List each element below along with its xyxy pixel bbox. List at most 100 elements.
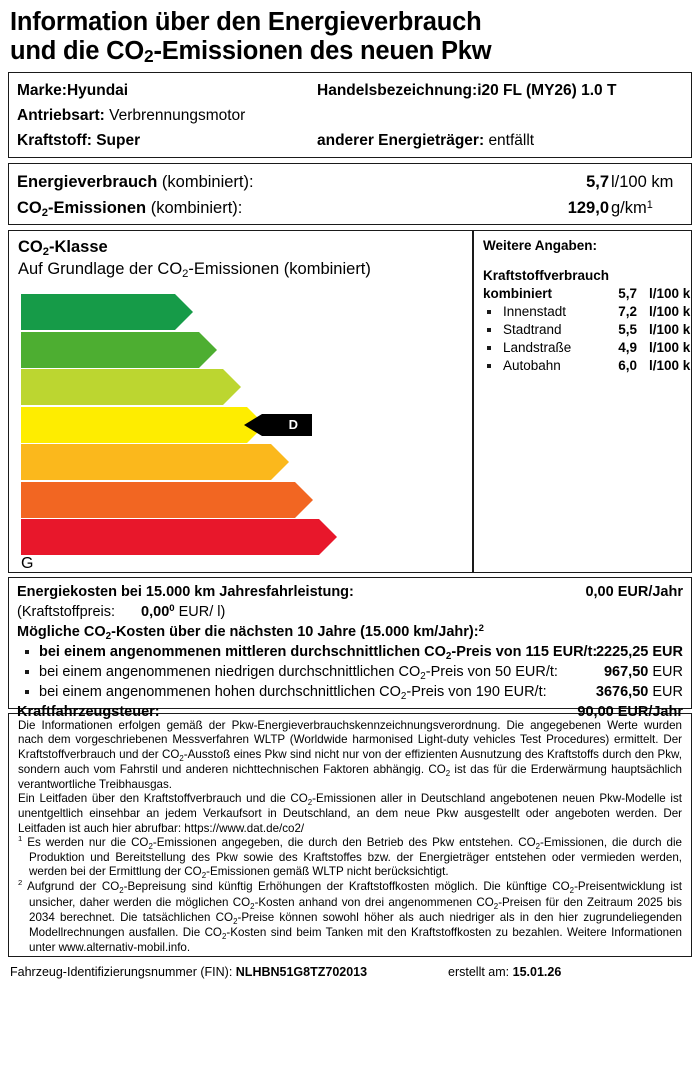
co2-cost-amount: 2225,25 EUR [595,644,683,661]
bullet-icon [487,363,491,368]
co2-unit-footnote: 1 [646,199,653,212]
fuel-price-row: (Kraftstoffpreis: 0,000 EUR/ l) [17,602,683,622]
bullet-icon [487,345,491,350]
bar-shape-f [21,481,313,518]
fuel-row-unit: l/100 km [649,303,691,319]
drive-cell: Antriebsart: Verbrennungsmotor [17,103,317,128]
created-cell: erstellt am: 15.01.26 [448,964,561,980]
co2-emissions-unit: g/km1 [611,199,653,218]
co2-cost-rows: bei einem angenommenen mittleren durchsc… [17,642,683,702]
further-info-panel: Weitere Angaben: Kraftstoffverbrauch kom… [474,231,691,572]
co2-costs-heading-subscript: 2 [105,631,112,643]
costs-box: Energiekosten bei 15.000 km Jahresfahrle… [8,577,692,720]
bullet-icon [487,309,491,314]
fuel-label: Kraftstoff: [17,132,92,150]
fuel-consumption-rows: kombiniert 5,7 l/100 km Innenstadt 7,2 l/100 … [483,285,691,375]
fuel-row-label: Autobahn [503,357,561,373]
energy-class-bar-e: E [21,444,289,497]
co2-class-heading: CO2-Klasse [18,238,108,259]
fuel-consumption-row: Autobahn 6,0 l/100 km [483,357,691,375]
fuel-row-label: Landstraße [503,339,572,355]
bullet-icon [487,327,491,332]
drive-label: Antriebsart: [17,107,105,125]
co2-cost-row: bei einem angenommenen niedrigen durchsc… [17,662,683,682]
other-energy-value: entfällt [488,132,535,150]
energy-cost-row: Energiekosten bei 15.000 km Jahresfahrle… [17,582,683,602]
energy-consumption-value: 5,7 [586,173,609,192]
bullet-icon [25,690,29,695]
bar-shape-a [21,294,193,331]
energy-class-bar-b: B [21,331,271,385]
fuel-row-value: 7,2 [618,303,637,319]
brand-value: Hyundai [66,82,129,100]
selected-class-marker: D [244,413,312,436]
created-value: 15.01.26 [512,965,562,980]
title-co2-subscript: 2 [144,45,154,66]
other-energy-cell: anderer Energieträger: entfällt [317,128,534,153]
vehicle-row-fuel: Kraftstoff: Super anderer Energieträger: … [17,128,683,153]
legal-footnote-1: 1 Es werden nur die CO2-Emissionen angeg… [18,833,683,881]
legal-paragraph-2: Ein Leitfaden über den Kraftstoffverbrau… [18,792,682,835]
fuel-row-unit: l/100 km [649,357,691,373]
energy-class-bars: ABCDEFG [21,294,337,572]
fuel-price-unit: EUR/ l) [178,604,226,621]
marker-label: D [288,416,298,432]
co2-cost-amount: 3676,50 EUR [595,684,683,701]
energy-cost-value: 0,00 EUR/Jahr [585,584,683,601]
bullet-icon [25,650,29,655]
fuel-consumption-heading: Kraftstoffverbrauch [483,268,610,284]
co2-class-subheading-subscript: 2 [182,267,189,280]
document-footer: Fahrzeug-Identifizierungsnummer (FIN): N… [8,964,692,982]
energy-class-bar-d: D [21,406,271,460]
energy-consumption-unit: l/100 km [611,173,674,192]
energy-consumption-label-suffix: (kombiniert): [157,173,254,192]
bar-shape-d [21,406,265,443]
co2-cost-text: bei einem angenommenen niedrigen durchsc… [39,664,558,683]
fuel-row-value: 6,0 [618,357,637,373]
fuel-consumption-row: Stadtrand 5,5 l/100 km [483,321,691,339]
bar-letter-g: G [21,555,34,573]
fuel-consumption-row: Landstraße 4,9 l/100 km [483,339,691,357]
fin-value: NLHBN51G8TZ702013 [235,965,368,980]
fuel-row-value: 5,5 [618,321,637,337]
model-label: Handelsbezeichnung: [317,82,478,100]
fuel-price-superscript: 0 [169,603,175,615]
fuel-price-value: 0,000 [141,603,175,621]
co2-subscript: 2 [41,207,48,220]
panel-divider [472,231,474,573]
energy-cost-label: Energiekosten bei 15.000 km Jahresfahrle… [17,584,354,601]
co2-costs-heading: Mögliche CO2-Kosten über die nächsten 10… [17,623,484,643]
model-cell: Handelsbezeichnung:i20 FL (MY26) 1.0 T [317,78,616,103]
legal-text-box: Die Informationen erfolgen gemäß der Pkw… [8,713,692,958]
bar-shape-e [21,444,289,481]
vehicle-tax-row: Kraftfahrzeugsteuer: 90,00 EUR/Jahr [17,702,683,722]
fuel-row-label: Stadtrand [503,321,562,337]
fuel-cell: Kraftstoff: Super [17,128,317,153]
further-info-heading: Weitere Angaben: [483,238,598,254]
title-line-2: und die CO2-Emissionen des neuen Pkw [10,36,492,66]
fuel-row-label: Innenstadt [503,303,567,319]
vehicle-info-box: Marke:Hyundai Handelsbezeichnung:i20 FL (… [8,72,692,159]
brand-label: Marke: [17,82,67,100]
energy-class-bar-f: F [21,481,313,535]
co2-cost-amount: 967,50 EUR [603,664,683,681]
energy-consumption-row: Energieverbrauch (kombiniert): 5,7 l/100… [17,169,683,195]
created-label: erstellt am: [448,965,510,980]
fuel-consumption-row: kombiniert 5,7 l/100 km [483,285,691,303]
co2-class-box: CO2-Klasse Auf Grundlage der CO2-Emissio… [8,230,692,574]
bar-shape-g [21,519,337,556]
co2-emissions-row: CO2-Emissionen (kombiniert): 129,0 g/km1 [17,195,683,221]
fuel-consumption-row: Innenstadt 7,2 l/100 km [483,303,691,321]
legal-paragraph-1: Die Informationen erfolgen gemäß der Pkw… [18,719,682,791]
fuel-value: Super [96,132,141,150]
model-value: i20 FL (MY26) 1.0 T [477,82,617,100]
vehicle-row-drive: Antriebsart: Verbrennungsmotor [17,103,683,128]
fuel-price-label: (Kraftstoffpreis: [17,604,116,621]
fuel-row-value: 4,9 [618,339,637,355]
vehicle-tax-label: Kraftfahrzeugsteuer: [17,704,160,721]
fin-label: Fahrzeug-Identifizierungsnummer (FIN): [10,965,233,980]
co2-cost-text: bei einem angenommenen mittleren durchsc… [39,644,598,663]
bar-shape-b [21,331,217,368]
fuel-row-value: 5,7 [618,285,637,301]
